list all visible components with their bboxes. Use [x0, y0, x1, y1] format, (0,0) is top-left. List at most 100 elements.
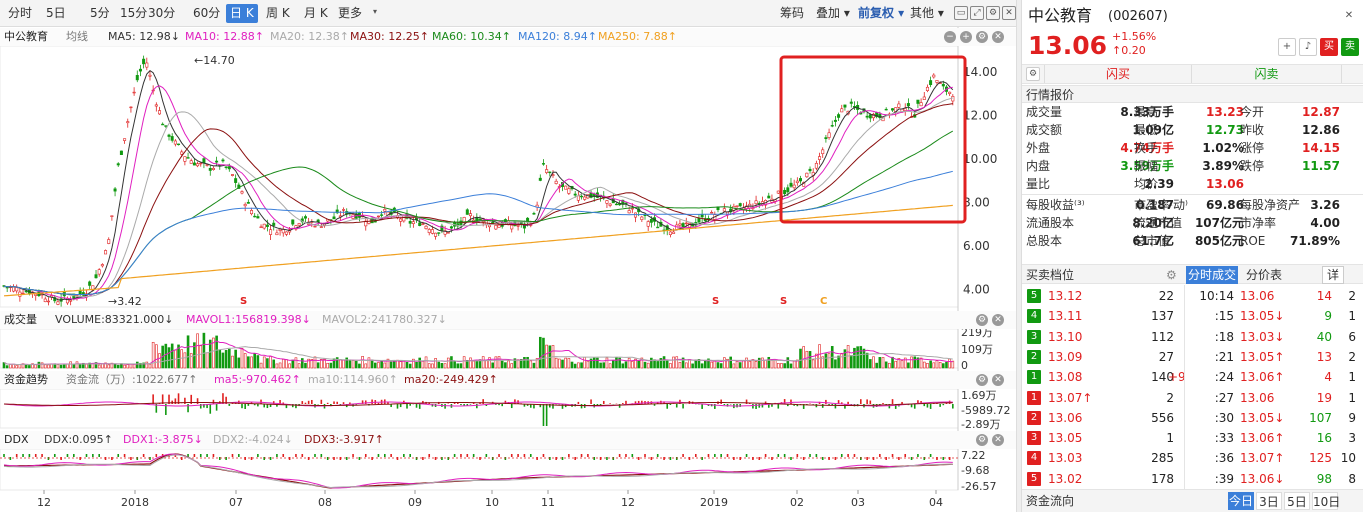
- orderbook-settings-icon[interactable]: ⚙: [1166, 268, 1177, 282]
- candle-body: [951, 96, 955, 102]
- fund-flow-range-3[interactable]: 10日: [1312, 492, 1340, 510]
- flow-section-close-icon[interactable]: ✕: [992, 374, 1004, 386]
- flow-legend-ma5: ma5:-970.462↑: [214, 373, 301, 386]
- fund-flow-range-0[interactable]: 今日: [1228, 492, 1254, 510]
- ddx-bar: [936, 457, 938, 460]
- volume-bar: [412, 358, 415, 369]
- toolbar-right-1[interactable]: 叠加 ▾: [816, 6, 850, 20]
- period-tab-7[interactable]: 周 K: [266, 6, 290, 20]
- volume-legend-mavol1: MAVOL1:156819.398↓: [186, 313, 311, 326]
- ddx-section-gear-icon[interactable]: ⚙: [976, 434, 988, 446]
- fund-flow-range-2[interactable]: 5日: [1284, 492, 1310, 510]
- trade-price: 13.06: [1240, 289, 1275, 303]
- legend-mode[interactable]: 均线: [66, 30, 88, 43]
- kline-chart[interactable]: 14.00 12.00 10.00 8.00 6.00 4.00 ←14.70 →3.42 S S…: [0, 0, 1016, 512]
- settings-gear-icon[interactable]: ⚙: [1026, 67, 1040, 81]
- tab-price-table[interactable]: 分价表: [1246, 268, 1283, 282]
- orderbook-price[interactable]: 13.12: [1048, 289, 1083, 303]
- trade-price: 13.06: [1240, 390, 1275, 405]
- orderbook-price[interactable]: 13.11: [1048, 309, 1083, 324]
- trade-volume: 107: [1309, 410, 1332, 425]
- ddx-section-close-icon[interactable]: ✕: [992, 434, 1004, 446]
- close-panel-icon[interactable]: ✕: [1340, 8, 1358, 26]
- orderbook-price[interactable]: 13.02: [1048, 471, 1083, 486]
- volume-bar: [456, 363, 460, 369]
- candle-body: [849, 101, 853, 104]
- candle-body: [177, 143, 181, 146]
- main-section-gear-icon[interactable]: ⚙: [976, 31, 988, 43]
- orderbook-price[interactable]: 13.05: [1048, 431, 1083, 446]
- ddx-bar: [180, 457, 183, 460]
- toolbar-right-3[interactable]: 其他 ▾: [910, 6, 944, 20]
- orderbook-price[interactable]: 13.10: [1048, 329, 1083, 344]
- period-tab-1[interactable]: 5日: [46, 6, 66, 20]
- volume-bar: [729, 356, 732, 369]
- market-value: 3.59万手: [1120, 159, 1174, 173]
- flash-buy-button[interactable]: 闪买: [1044, 65, 1192, 83]
- legend-ma250: MA250: 7.88↑: [598, 30, 677, 43]
- flash-sell-button[interactable]: 闪卖: [1192, 65, 1342, 83]
- period-tab-5[interactable]: 60分: [193, 6, 221, 20]
- candle-body: [56, 301, 60, 305]
- period-tab-0[interactable]: 分时: [8, 6, 33, 20]
- flow-section-gear-icon[interactable]: ⚙: [976, 374, 988, 386]
- main-section-plus-icon[interactable]: +: [960, 31, 972, 43]
- ddx-bar: [73, 454, 75, 457]
- toolbar-right-2[interactable]: 前复权 ▾: [858, 6, 905, 20]
- volume-bar: [564, 357, 567, 369]
- orderbook-price[interactable]: 13.09: [1048, 349, 1083, 364]
- close-icon[interactable]: ✕: [1002, 6, 1016, 20]
- period-tab-9[interactable]: 更多: [338, 6, 363, 20]
- trade-time: :39: [1214, 471, 1234, 486]
- ddx-bar: [790, 457, 792, 460]
- window-icon[interactable]: ▭: [954, 6, 968, 20]
- orderbook-price[interactable]: 13.06: [1048, 410, 1083, 425]
- period-tab-4[interactable]: 30分: [148, 6, 176, 20]
- vol-section-gear-icon[interactable]: ⚙: [976, 314, 988, 326]
- alert-bell-icon[interactable]: ♪: [1299, 38, 1317, 56]
- candle-body: [573, 193, 577, 196]
- fund-flow-range-1[interactable]: 3日: [1256, 492, 1282, 510]
- period-tab-2[interactable]: 5分: [90, 6, 110, 20]
- settings-icon[interactable]: ⚙: [986, 6, 1000, 20]
- volume-bar: [116, 364, 120, 369]
- ma20-line: [3, 97, 953, 298]
- period-tab-6[interactable]: 日 K: [226, 4, 258, 23]
- candle-body: [399, 218, 403, 222]
- volume-bar: [466, 360, 469, 369]
- volume-bar: [888, 362, 891, 369]
- restore-icon[interactable]: ⤢: [970, 6, 984, 20]
- ddx-bar: [923, 457, 926, 460]
- trade-count: 3: [1348, 431, 1356, 446]
- add-watch-button[interactable]: +: [1278, 38, 1296, 56]
- orderbook-price[interactable]: 13.03: [1048, 451, 1083, 466]
- period-tab-3[interactable]: 15分: [120, 6, 148, 20]
- volume-bar: [443, 363, 447, 369]
- candle-body: [805, 172, 809, 178]
- detail-button[interactable]: 详: [1322, 266, 1344, 284]
- main-section-minus-icon[interactable]: −: [944, 31, 956, 43]
- main-section-close-icon[interactable]: ✕: [992, 31, 1004, 43]
- toolbar-right-0[interactable]: 筹码: [780, 6, 805, 20]
- price-axis-label: 6.00: [963, 239, 990, 253]
- sell-button[interactable]: 卖: [1341, 38, 1359, 56]
- vol-section-close-icon[interactable]: ✕: [992, 314, 1004, 326]
- orderbook-price[interactable]: 13.08: [1048, 370, 1083, 385]
- ddx-bar: [739, 457, 742, 460]
- volume-bar: [21, 363, 25, 369]
- ddx-bar: [802, 457, 805, 460]
- ddx-bar: [491, 457, 494, 460]
- ddx-bar: [415, 457, 418, 460]
- candle-body: [253, 215, 257, 218]
- period-tab-8[interactable]: 月 K: [304, 6, 328, 20]
- fundamental-value: 69.86: [1206, 198, 1244, 212]
- volume-bar: [742, 360, 745, 369]
- orderbook-price[interactable]: 13.07↑: [1048, 390, 1093, 405]
- ddx-bar: [409, 454, 411, 457]
- volume-bar: [789, 363, 793, 369]
- more-chevron-icon[interactable]: ▾: [372, 7, 377, 16]
- buy-button[interactable]: 买: [1320, 38, 1338, 56]
- tab-trades[interactable]: 分时成交: [1186, 266, 1238, 284]
- panel-splitter[interactable]: [1016, 0, 1022, 512]
- volume-bar: [183, 352, 187, 369]
